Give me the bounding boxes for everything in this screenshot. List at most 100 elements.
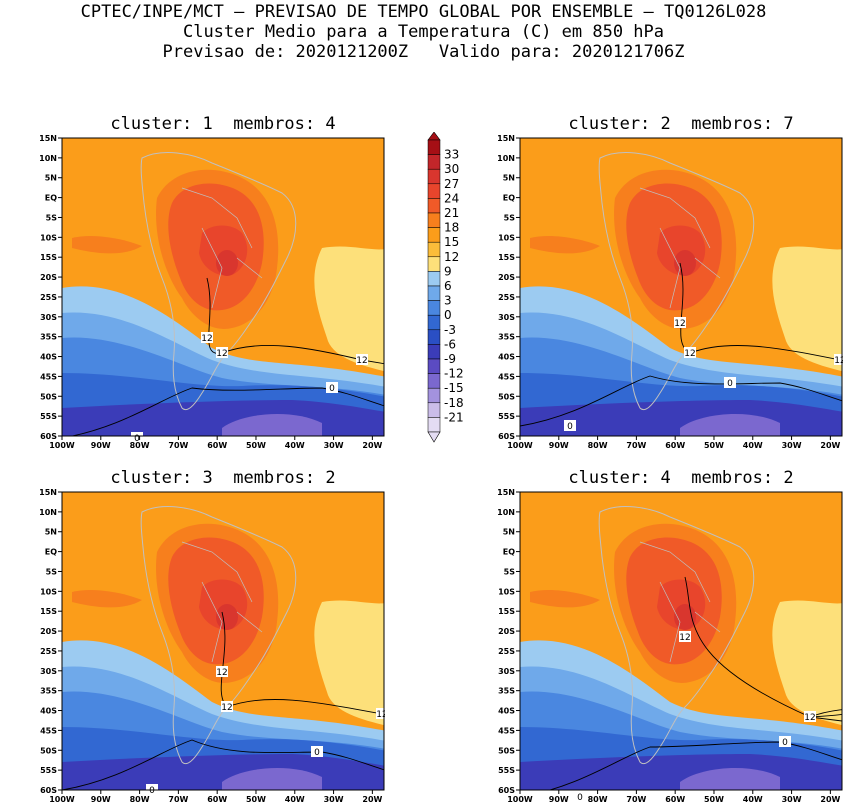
lat-label: 10S (498, 233, 515, 242)
title-line-3: Previsao de: 2020121200Z Valido para: 20… (162, 42, 685, 62)
panel-title-4: cluster: 4 membros: 2 (568, 468, 794, 488)
lat-label: 15N (39, 134, 57, 143)
svg-text:12: 12 (221, 703, 232, 713)
isotherm-label: 12 (674, 317, 686, 329)
lat-label: 50S (498, 746, 515, 755)
lat-label: 60S (40, 786, 57, 795)
colorbar-swatch (427, 358, 441, 374)
lat-label: 25S (40, 647, 57, 656)
lat-label: 60S (40, 432, 57, 441)
lat-label: 25S (40, 293, 57, 302)
lat-label: 15N (497, 488, 515, 497)
field-subtropical-warm (314, 246, 384, 372)
colorbar-level-label: 3 (444, 294, 452, 308)
colorbar-level-label: 15 (444, 235, 459, 249)
lat-label: 15S (40, 253, 57, 262)
colorbar-swatch (427, 402, 441, 418)
lat-label: 60S (498, 786, 515, 795)
lat-label: 20S (498, 627, 515, 636)
isotherm-label: 12 (376, 708, 385, 720)
colorbar-level-label: -21 (444, 410, 464, 424)
isotherm-label: 0 (724, 377, 736, 389)
lat-label: 45S (40, 372, 57, 381)
lat-label: 30S (40, 313, 57, 322)
isotherm-label: 12 (216, 666, 228, 678)
lon-label: 90W (549, 795, 569, 804)
svg-text:12: 12 (684, 349, 695, 359)
isotherm-label: 12 (804, 711, 816, 723)
lon-label: 90W (91, 795, 111, 804)
lon-label: 20W (362, 795, 382, 804)
lon-label: 50W (246, 441, 266, 450)
lat-label: 20S (498, 273, 515, 282)
isotherm-label: 12 (834, 354, 843, 366)
lat-label: 10N (497, 508, 515, 517)
lat-label: 30S (498, 313, 515, 322)
lon-label: 30W (324, 441, 344, 450)
lat-label: 40S (498, 353, 515, 362)
lat-label: 35S (40, 687, 57, 696)
lat-label: 5S (46, 213, 58, 222)
svg-text:0: 0 (134, 434, 140, 444)
lat-label: 15N (39, 488, 57, 497)
svg-text:12: 12 (216, 668, 227, 678)
lon-label: 30W (782, 795, 802, 804)
lat-label: 50S (40, 392, 57, 401)
lat-label: 15S (40, 607, 57, 616)
svg-text:0: 0 (782, 738, 788, 748)
lat-label: 30S (498, 667, 515, 676)
colorbar-swatch (427, 373, 441, 389)
lat-label: 25S (498, 647, 515, 656)
lon-label: 40W (285, 795, 305, 804)
lon-label: 80W (588, 795, 608, 804)
country-borders (181, 541, 263, 663)
map-frame (61, 137, 385, 437)
map-frame (519, 137, 843, 437)
lat-label: 35S (40, 333, 57, 342)
lat-label: EQ (503, 548, 515, 557)
lat-label: 10S (40, 587, 57, 596)
lat-label: 5S (504, 213, 516, 222)
title-line-1: CPTEC/INPE/MCT — PREVISAO DE TEMPO GLOBA… (80, 2, 767, 22)
lon-label: 100W (49, 441, 75, 450)
field-subtropical-warm (772, 600, 842, 726)
lon-label: 70W (168, 441, 188, 450)
isotherm-0 (69, 387, 384, 436)
field-band-polar (680, 413, 780, 436)
colorbar-level-label: -18 (444, 396, 464, 410)
lon-label: 60W (207, 795, 227, 804)
lon-label: 80W (588, 441, 608, 450)
colorbar-swatch (427, 198, 441, 214)
svg-text:12: 12 (201, 334, 212, 344)
isotherm-0 (62, 739, 384, 790)
lat-label: 50S (498, 392, 515, 401)
lat-label: 35S (498, 333, 515, 342)
field-band-polar (222, 767, 322, 790)
colorbar-swatch (427, 300, 441, 316)
isotherm-label: 12 (216, 347, 228, 359)
lat-label: 35S (498, 687, 515, 696)
lat-label: 5N (503, 528, 515, 537)
svg-text:12: 12 (834, 356, 843, 366)
temperature-map-cluster-4: 1212120015N10N5NEQ5S10S15S20S25S30S35S40… (478, 484, 843, 804)
svg-text:0: 0 (567, 422, 573, 432)
isotherm-label: 0 (326, 382, 338, 394)
lat-label: 20S (40, 627, 57, 636)
colorbar-level-label: 9 (444, 264, 452, 278)
lat-label: 10S (498, 587, 515, 596)
colorbar-level-label: -15 (444, 381, 464, 395)
lat-label: 5N (503, 174, 515, 183)
field-pacific-tongue (72, 235, 142, 254)
lon-label: 40W (743, 795, 763, 804)
lat-label: 45S (40, 726, 57, 735)
lon-label: 90W (91, 441, 111, 450)
isotherm-label: 12 (356, 354, 368, 366)
lon-label: 30W (324, 795, 344, 804)
lat-label: 55S (498, 766, 515, 775)
colorbar-level-label: -9 (444, 352, 456, 366)
colorbar-swatch (427, 285, 441, 301)
svg-text:12: 12 (216, 349, 227, 359)
lat-label: 45S (498, 726, 515, 735)
lon-label: 50W (246, 795, 266, 804)
lon-label: 70W (168, 795, 188, 804)
